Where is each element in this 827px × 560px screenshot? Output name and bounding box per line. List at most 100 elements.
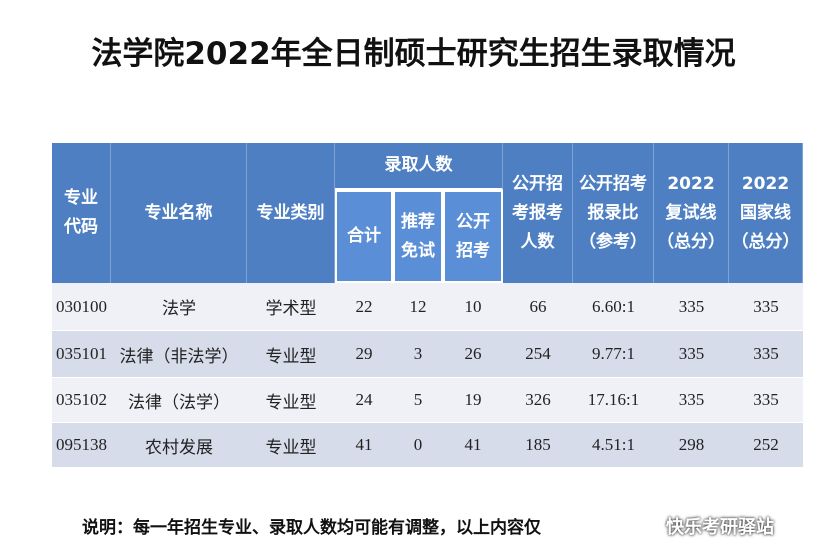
table-cell: 29 <box>335 330 393 377</box>
cell-text: 报录比 <box>587 202 639 223</box>
cell-text: 9.77:1 <box>592 344 635 363</box>
table-cell: 035102 <box>52 377 111 422</box>
table-cell: 12 <box>393 283 443 330</box>
table-cell: 法律（法学） <box>111 377 247 422</box>
cell-text: 5 <box>413 390 423 409</box>
table-cell: 17.16:1 <box>573 377 654 422</box>
cell-text: 335 <box>678 296 705 316</box>
cell-text: 035102 <box>56 390 107 409</box>
cell-text: 335 <box>678 390 705 409</box>
table-cell: 22 <box>335 283 393 330</box>
cell-text: 185 <box>525 435 551 454</box>
header-cell: 公开 招考 <box>443 190 503 283</box>
header-cell: 公开招考报录比 （参考） <box>573 143 654 283</box>
cell-text: （总分） <box>657 231 725 252</box>
header-cell: 专业 代码 <box>52 143 111 283</box>
cell-text: 035101 <box>56 344 107 363</box>
table-cell: 335 <box>729 330 803 377</box>
table-cell: 252 <box>729 422 803 467</box>
cell-text: （参考） <box>579 231 647 252</box>
header-cell: 2022 国家线 （总分） <box>729 143 803 283</box>
table-cell: 335 <box>654 377 729 422</box>
title: 法学院2022年全日制硕士研究生招生录取情况 <box>91 36 736 72</box>
cell-text: 代码 <box>64 217 98 237</box>
table-cell: 19 <box>443 377 503 422</box>
table-cell: 298 <box>654 422 729 467</box>
cell-text: 法学 <box>162 299 196 318</box>
cell-text: 专业类别 <box>256 202 325 223</box>
table-cell: 24 <box>335 377 393 422</box>
cell-text: 专业型 <box>265 437 317 457</box>
header-cell: 专业名称 <box>111 143 247 283</box>
cell-text: 66 <box>529 296 547 316</box>
cell-text: 专业型 <box>265 346 317 366</box>
cell-text: 298 <box>678 435 705 454</box>
cell-text: 29 <box>355 344 373 363</box>
cell-text: 学术型 <box>265 299 317 318</box>
cell-text: 335 <box>753 390 779 409</box>
table-cell: 专业型 <box>247 330 335 377</box>
table-cell: 335 <box>729 377 803 422</box>
cell-text: 国家线 <box>740 202 791 223</box>
watermark: 快乐考研驿站 <box>666 517 774 538</box>
header-cell: 公开招 考报考 人数 <box>503 143 573 283</box>
table-cell: 030100 <box>52 283 111 330</box>
cell-text: 农村发展 <box>145 437 213 457</box>
cell-text: 3 <box>413 344 423 363</box>
cell-text: 法律（非法学） <box>119 346 239 366</box>
table-cell: 5 <box>393 377 443 422</box>
cell-text: 2022 <box>667 173 715 194</box>
cell-text: 19 <box>464 390 482 409</box>
table-cell: 41 <box>443 422 503 467</box>
table-cell: 326 <box>503 377 573 422</box>
table-cell: 185 <box>503 422 573 467</box>
header-cell: 2022 复试线 （总分） <box>654 143 729 283</box>
table-cell: 254 <box>503 330 573 377</box>
cell-text: 人数 <box>520 231 555 252</box>
table-cell: 335 <box>654 330 729 377</box>
cell-text: 326 <box>525 390 551 409</box>
table-cell: 10 <box>443 283 503 330</box>
table-cell: 66 <box>503 283 573 330</box>
table-cell: 专业型 <box>247 422 335 467</box>
cell-text: 专业名称 <box>144 202 213 223</box>
cell-text: 法律（法学） <box>128 392 230 412</box>
cell-text: 335 <box>678 344 705 363</box>
cell-text: 41 <box>355 435 373 454</box>
cell-text: 合计 <box>347 226 381 246</box>
cell-text: 公开招考 <box>579 173 647 194</box>
table-cell: 法律（非法学） <box>111 330 247 377</box>
table-cell: 335 <box>729 283 803 330</box>
cell-text: 22 <box>355 296 373 316</box>
cell-text: 专业 <box>64 188 98 208</box>
table-cell: 0 <box>393 422 443 467</box>
cell-text: 公开招 <box>512 173 563 194</box>
cell-text: 免试 <box>401 240 435 261</box>
table-cell: 9.77:1 <box>573 330 654 377</box>
table-cell: 335 <box>654 283 729 330</box>
cell-text: 考报考 <box>512 202 563 223</box>
header-cell: 推荐 免试 <box>393 190 443 283</box>
table-cell: 035101 <box>52 330 111 377</box>
cell-text: 招考 <box>456 240 490 261</box>
table-cell: 3 <box>393 330 443 377</box>
note: 说明：每一年招生专业、录取人数均可能有调整，以上内容仅 <box>82 518 541 538</box>
table-cell: 6.60:1 <box>573 283 654 330</box>
group-header: 录取人数 <box>335 143 503 190</box>
table-cell: 学术型 <box>247 283 335 330</box>
cell-text: 公开 <box>456 211 490 232</box>
table-cell: 095138 <box>52 422 111 467</box>
table-cell: 专业型 <box>247 377 335 422</box>
table-cell: 农村发展 <box>111 422 247 467</box>
cell-text: 2022 <box>741 173 790 194</box>
cell-text: 12 <box>409 296 427 316</box>
header-cell: 合计 <box>335 190 393 283</box>
cell-text: 0 <box>413 435 423 454</box>
cell-text: （总分） <box>731 231 800 252</box>
cell-text: 335 <box>753 344 779 363</box>
cell-text: 专业型 <box>265 392 317 412</box>
cell-text: 24 <box>355 390 373 409</box>
cell-text: 030100 <box>56 296 107 316</box>
cell-text: 4.51:1 <box>592 435 635 454</box>
